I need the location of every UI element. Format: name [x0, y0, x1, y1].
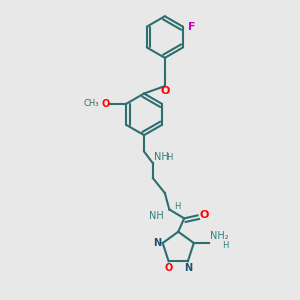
Text: NH: NH — [154, 152, 169, 162]
Text: H: H — [174, 202, 180, 211]
Text: F: F — [188, 22, 196, 32]
Text: O: O — [101, 99, 110, 109]
Text: N: N — [184, 263, 192, 273]
Text: N: N — [153, 238, 161, 248]
Text: NH₂: NH₂ — [210, 231, 229, 241]
Text: NH: NH — [148, 211, 164, 221]
Text: H: H — [166, 153, 173, 162]
Text: O: O — [164, 263, 173, 273]
Text: H: H — [222, 241, 228, 250]
Text: O: O — [160, 86, 170, 96]
Text: O: O — [199, 210, 208, 220]
Text: CH₃: CH₃ — [84, 99, 99, 108]
